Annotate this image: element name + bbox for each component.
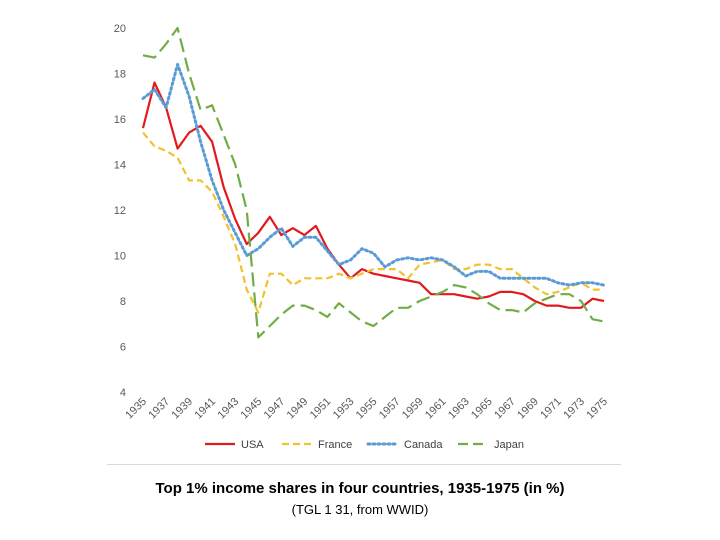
x-tick-label: 1953 bbox=[331, 396, 357, 422]
series-line-usa bbox=[141, 81, 605, 309]
y-tick-label: 16 bbox=[114, 114, 126, 126]
caption-divider bbox=[107, 464, 621, 465]
x-axis-ticks: 1935193719391941194319451947194919511953… bbox=[123, 396, 610, 422]
x-tick-label: 1951 bbox=[308, 396, 334, 422]
legend-label-usa: USA bbox=[241, 439, 264, 451]
x-tick-label: 1965 bbox=[469, 396, 495, 422]
x-tick-label: 1959 bbox=[400, 396, 426, 422]
y-tick-label: 18 bbox=[114, 69, 126, 81]
x-tick-label: 1975 bbox=[584, 396, 610, 422]
series-lines bbox=[141, 26, 606, 339]
x-tick-label: 1939 bbox=[169, 396, 195, 422]
legend-label-japan: Japan bbox=[494, 439, 524, 451]
legend-label-canada: Canada bbox=[404, 439, 443, 451]
series-line-france bbox=[142, 131, 604, 314]
legend-label-france: France bbox=[318, 439, 352, 451]
x-tick-label: 1969 bbox=[515, 396, 541, 422]
x-tick-label: 1971 bbox=[538, 396, 564, 422]
y-tick-label: 10 bbox=[114, 251, 126, 263]
x-tick-label: 1967 bbox=[492, 396, 518, 422]
series-line-japan bbox=[142, 26, 605, 339]
y-tick-label: 6 bbox=[120, 342, 126, 354]
y-tick-label: 20 bbox=[114, 23, 126, 35]
y-tick-label: 4 bbox=[120, 387, 126, 399]
x-tick-label: 1943 bbox=[216, 396, 242, 422]
x-tick-label: 1949 bbox=[285, 396, 311, 422]
y-tick-label: 12 bbox=[114, 205, 126, 217]
chart-subtitle: (TGL 1 31, from WWID) bbox=[291, 502, 429, 517]
x-tick-label: 1941 bbox=[192, 396, 218, 422]
x-tick-label: 1973 bbox=[561, 396, 587, 422]
x-tick-label: 1963 bbox=[446, 396, 472, 422]
x-tick-label: 1935 bbox=[123, 396, 149, 422]
x-tick-label: 1955 bbox=[354, 396, 380, 422]
x-tick-label: 1961 bbox=[423, 396, 449, 422]
series-line-canada bbox=[141, 62, 606, 287]
y-tick-label: 8 bbox=[120, 296, 126, 308]
x-tick-label: 1945 bbox=[239, 396, 265, 422]
x-tick-label: 1957 bbox=[377, 396, 403, 422]
y-axis-ticks: 20 18 16 14 12 10 8 6 4 bbox=[114, 23, 126, 399]
chart-title: Top 1% income shares in four countries, … bbox=[155, 480, 565, 497]
line-chart: 20 18 16 14 12 10 8 6 4 193519371939194119431945… bbox=[114, 23, 610, 451]
y-tick-label: 14 bbox=[114, 160, 126, 172]
x-tick-label: 1947 bbox=[262, 396, 288, 422]
legend: USA France Canada Japan bbox=[205, 439, 524, 451]
x-tick-label: 1937 bbox=[146, 396, 172, 422]
